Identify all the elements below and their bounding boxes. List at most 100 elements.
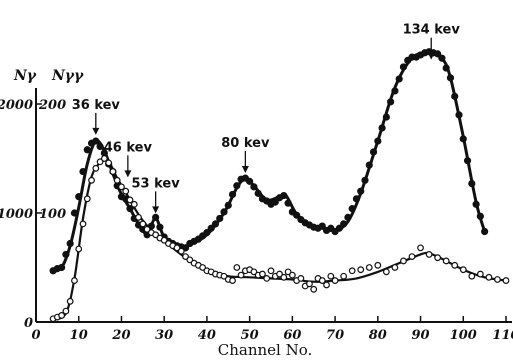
series-1-point [442, 64, 450, 72]
series-2-point [451, 261, 459, 269]
series-2-point [494, 276, 501, 283]
series-1-point [459, 135, 467, 143]
series-1-point [438, 54, 446, 62]
series-1-point [344, 213, 352, 221]
series-2-point [96, 158, 104, 166]
series-2-point [220, 272, 228, 280]
series-2-point [476, 270, 484, 278]
annotation-arrowhead [124, 170, 132, 178]
series-2-point [263, 275, 271, 282]
series-2-point [71, 277, 78, 284]
series-1-point [357, 187, 365, 195]
series-2-point [348, 267, 356, 275]
series-1-point [399, 63, 408, 71]
series-1-point [228, 190, 237, 199]
series-1-point [369, 148, 378, 156]
series-2-point [237, 271, 245, 279]
series-1-point [207, 224, 215, 232]
series-2-point [425, 251, 433, 258]
axes [35, 88, 512, 323]
series-2-point [357, 266, 365, 274]
x-tick-label: 30 [155, 328, 173, 343]
series-1-point [395, 75, 403, 83]
y-tick-label-left: 0 [24, 316, 33, 331]
series-2-point [459, 266, 467, 274]
series-2-point [109, 168, 117, 175]
series-2-point [233, 264, 241, 271]
series-1-point [79, 167, 87, 176]
series-1-point [451, 92, 459, 100]
x-tick-label: 110 [492, 328, 513, 343]
series-2-point [130, 200, 138, 208]
series-1-point [463, 157, 472, 165]
x-tick-label: 80 [369, 328, 387, 343]
series-1-point [280, 191, 288, 200]
series-1-point [220, 208, 228, 216]
series-2-point [88, 176, 95, 184]
series-1-point [66, 239, 74, 248]
series-1-point [352, 195, 361, 203]
series-1-point [96, 142, 104, 151]
series-2-point [113, 176, 121, 184]
series-1-point [224, 201, 232, 209]
series-2-point [400, 257, 407, 265]
x-tick-label: 100 [450, 328, 477, 343]
peak-annotations: 36 kev 46 kev 53 kev 80 kev 134 kev [72, 23, 460, 214]
series-2-point [365, 264, 373, 271]
series-1-point [361, 176, 369, 184]
series-1-point [382, 113, 390, 121]
series-1-point [391, 87, 399, 95]
x-tick-label: 60 [283, 328, 301, 343]
series-1-point [293, 211, 301, 219]
x-ticks: 0 10 20 30 40 50 60 70 80 90 100 110 [31, 316, 513, 343]
series-2-point [160, 236, 168, 244]
series-2-point [143, 225, 151, 233]
series-2-point [382, 268, 390, 276]
series-2-point [92, 164, 100, 172]
series-2-point [391, 264, 399, 271]
series-2-point [318, 277, 326, 284]
series-1-point [335, 224, 343, 232]
y-axis-label-left: Nγ [13, 68, 37, 84]
annotation-label: 46 kev [104, 140, 153, 155]
annotation-arrowhead [241, 166, 249, 174]
series-2-point [374, 261, 382, 269]
series-2-point [139, 220, 147, 228]
series-2-point [284, 268, 292, 276]
series-1-point [340, 220, 348, 228]
y-tick-label-left: 2000 [0, 98, 33, 113]
series-2-point [177, 247, 185, 255]
series-1-point [211, 220, 220, 228]
series-1-point [365, 161, 373, 169]
annotation-label: 36 kev [72, 98, 121, 113]
series-1-point [156, 223, 164, 231]
y-tick-label-right: 100 [39, 207, 66, 222]
series-2-point [173, 244, 181, 252]
series-2-point [152, 231, 160, 239]
annotation-arrowhead [92, 127, 100, 135]
series-2-point [66, 297, 74, 305]
series-1-point [75, 193, 83, 201]
series-1-point [284, 199, 292, 207]
series-1-point [378, 124, 386, 132]
x-tick-label: 0 [31, 328, 40, 343]
series-1-point [348, 205, 356, 213]
series-2-point [100, 155, 108, 162]
series-1-point [58, 263, 66, 272]
x-tick-label: 20 [111, 328, 130, 343]
series-2-point [135, 213, 142, 221]
series-1-point [318, 222, 326, 230]
y-tick-label-left: 1000 [0, 207, 33, 222]
series-1-point [92, 137, 100, 145]
series-1-point [203, 229, 211, 237]
series-2-point [502, 277, 510, 284]
series-1-point [152, 213, 160, 221]
series-1-curve [50, 51, 487, 274]
series-2-point [288, 271, 296, 279]
y-tick-label-right: 200 [38, 98, 66, 113]
series-1-point [62, 250, 70, 259]
series-2-point [327, 272, 335, 280]
series-1-point [254, 189, 262, 197]
series-1-point [468, 179, 476, 188]
annotation-label: 53 kev [132, 176, 181, 191]
